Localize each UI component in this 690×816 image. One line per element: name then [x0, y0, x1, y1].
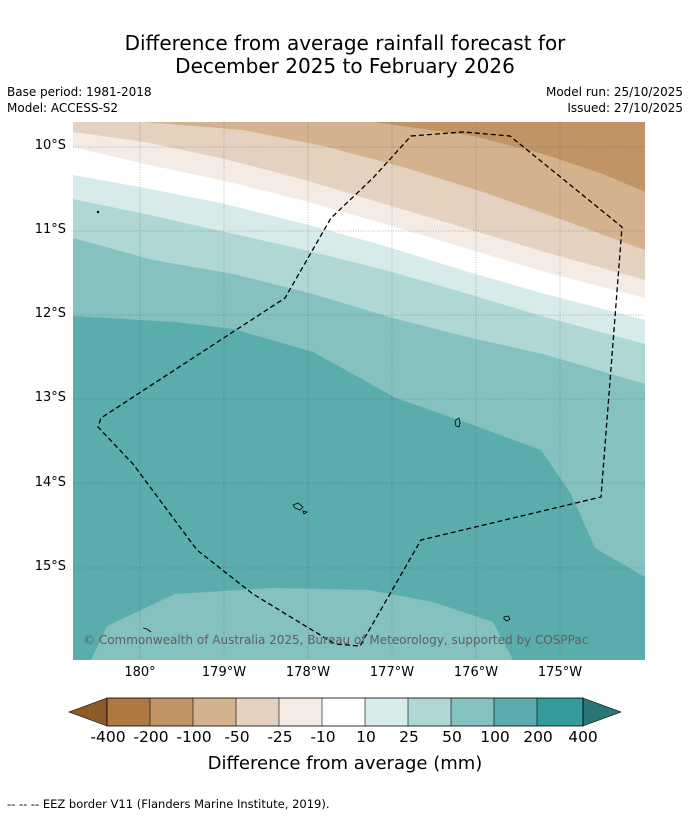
- lat-label-14s: 14°S: [34, 475, 66, 490]
- colorbar-swatch: [107, 698, 150, 726]
- colorbar-swatch: [150, 698, 193, 726]
- chart-title-line-2: December 2025 to February 2026: [175, 54, 515, 78]
- colorbar-title: Difference from average (mm): [207, 753, 483, 774]
- colorbar-tick: 100: [480, 728, 510, 746]
- colorbar-tick: -10: [310, 728, 336, 746]
- colorbar-tick: 400: [568, 728, 598, 746]
- lat-label-12s: 12°S: [34, 306, 66, 321]
- colorbar-swatch: [322, 698, 365, 726]
- colorbar-tick: -25: [267, 728, 293, 746]
- colorbar-tick: -50: [224, 728, 250, 746]
- island-niuatoputapu: [454, 417, 461, 428]
- colorbar-tick: 25: [399, 728, 419, 746]
- lat-label-13s: 13°S: [34, 390, 66, 405]
- band-minus-100: [373, 122, 645, 192]
- colorbar-swatch: [236, 698, 279, 726]
- chart-title-line-1: Difference from average rainfall forecas…: [124, 31, 566, 55]
- colorbar-arrow-high: [582, 697, 622, 727]
- island-futuna: [503, 615, 511, 622]
- lon-label-178w: 178°W: [285, 665, 331, 680]
- colorbar-tick: 50: [442, 728, 462, 746]
- colorbar-tick: -400: [90, 728, 126, 746]
- grid-lines: [73, 122, 645, 660]
- island-west: [142, 627, 152, 633]
- colorbar: [68, 697, 622, 727]
- base-period: Base period: 1981-2018: [7, 85, 152, 99]
- colorbar-swatch: [279, 698, 322, 726]
- issued-date: Issued: 27/10/2025: [567, 101, 683, 115]
- lon-label-175w: 175°W: [537, 665, 583, 680]
- band-minus-50: [143, 122, 645, 250]
- lon-label-177w: 177°W: [369, 665, 415, 680]
- model-name: Model: ACCESS-S2: [7, 101, 119, 115]
- colorbar-tick: -100: [176, 728, 212, 746]
- colorbar-tick: -200: [133, 728, 169, 746]
- colorbar-swatch: [537, 698, 583, 726]
- colorbar-arrow-low: [68, 697, 108, 727]
- rainfall-map: [73, 122, 645, 660]
- land-outlines: [96, 210, 511, 633]
- model-run: Model run: 25/10/2025: [545, 85, 683, 99]
- colorbar-frame: [106, 697, 584, 727]
- eez-border: [97, 131, 623, 647]
- colorbar-swatch: [408, 698, 451, 726]
- colorbar-swatch: [494, 698, 537, 726]
- lon-label-179w: 179°W: [201, 665, 247, 680]
- lon-label-176w: 176°W: [453, 665, 499, 680]
- eez-legend: -- -- -- EEZ border V11 (Flanders Marine…: [7, 797, 330, 811]
- islet: [96, 210, 100, 214]
- colorbar-swatch: [193, 698, 236, 726]
- lat-label-10s: 10°S: [34, 138, 66, 153]
- colorbar-tick: 200: [523, 728, 553, 746]
- colorbar-dividers: [149, 698, 538, 726]
- lon-label-180: 180°: [124, 665, 156, 680]
- copyright-notice: © Commonwealth of Australia 2025, Bureau…: [83, 633, 589, 647]
- colorbar-swatch: [451, 698, 494, 726]
- band-low-south: [91, 588, 513, 660]
- lat-label-11s: 11°S: [34, 222, 66, 237]
- colorbar-tick: 10: [356, 728, 376, 746]
- colorbar-swatch: [365, 698, 408, 726]
- lat-label-15s: 15°S: [34, 559, 66, 574]
- island-wallis: [292, 502, 308, 515]
